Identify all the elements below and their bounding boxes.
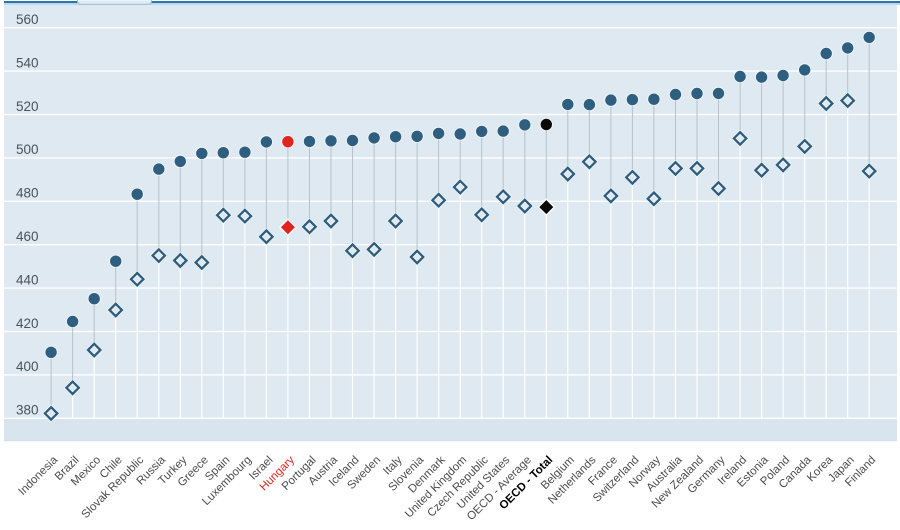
svg-text:420: 420 bbox=[16, 316, 39, 331]
svg-text:440: 440 bbox=[16, 272, 39, 287]
svg-text:480: 480 bbox=[16, 186, 39, 201]
svg-text:380: 380 bbox=[16, 403, 39, 418]
svg-text:400: 400 bbox=[16, 359, 39, 374]
svg-text:460: 460 bbox=[16, 229, 39, 244]
svg-text:520: 520 bbox=[16, 99, 39, 114]
svg-text:560: 560 bbox=[16, 12, 39, 27]
svg-text:500: 500 bbox=[16, 142, 39, 157]
svg-text:540: 540 bbox=[16, 55, 39, 70]
